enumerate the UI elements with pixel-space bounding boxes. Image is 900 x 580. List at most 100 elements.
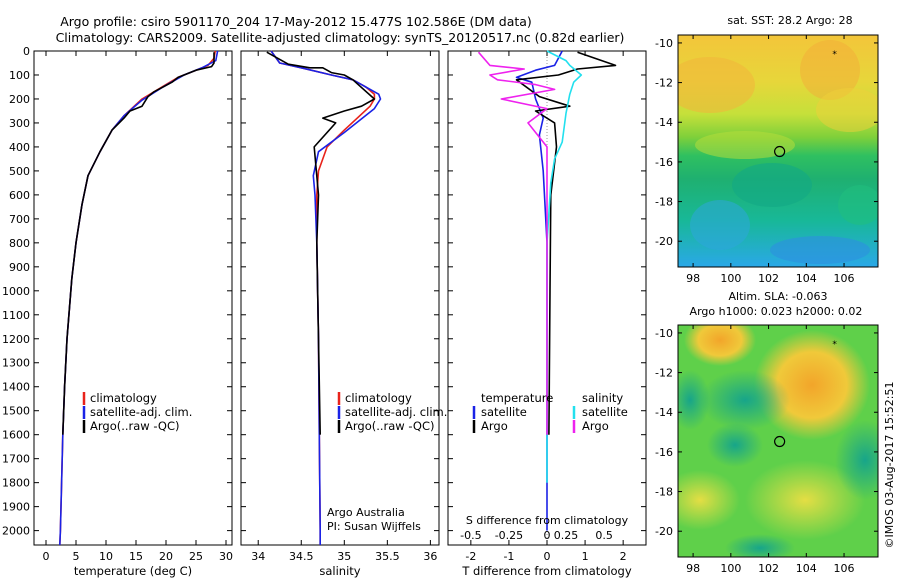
legend-title-temperature: temperature: [481, 391, 553, 405]
legend-label-temp-argo: Argo: [481, 419, 508, 433]
sla-map-title: Altim. SLA: -0.063: [728, 290, 827, 303]
sla-low-patch: [700, 370, 790, 430]
salinity-xlabel: salinity: [319, 564, 360, 578]
x-tick-label: 10: [99, 550, 113, 563]
sla-low-patch: [707, 423, 763, 467]
y-tick-label: 200: [9, 93, 30, 106]
sst-mid-patch: [732, 163, 812, 207]
temperature-xlabel: temperature (deg C): [74, 564, 192, 578]
x-tick-label: 35: [337, 550, 351, 563]
x-tick-label: -1: [503, 550, 514, 563]
y-tick-label: 0: [23, 45, 30, 58]
legend-label-argo: Argo(..raw -QC): [345, 419, 435, 433]
y-tick-label: 400: [9, 141, 30, 154]
y-tick-label: -18: [655, 486, 673, 499]
y-tick-label: 1400: [2, 381, 30, 394]
sst-map-axis: 98 100 102 104 106 -10 -12 -14 -16 -18 -20: [655, 35, 878, 285]
legend-label-satellite: satellite-adj. clim.: [90, 405, 192, 419]
argo-position-marker: [774, 145, 786, 158]
y-tick-label: 1900: [2, 501, 30, 514]
x-tick-label: 15: [129, 550, 143, 563]
legend-label-argo: Argo(..raw -QC): [90, 419, 180, 433]
difference-panel: -2 -1 0 1 2 -0.5 -0.25 0 0.25 0.5 temperature sat…: [447, 50, 647, 578]
salinity-panel: 34 34.5 35 35.5 36 climatology satellite-adj…: [240, 50, 447, 578]
s-tick-label: -0.5: [460, 529, 481, 542]
y-tick-label: 2000: [2, 525, 30, 538]
legend-label-sal-argo: Argo: [582, 419, 609, 433]
argo-position-marker: [774, 435, 786, 448]
y-tick-label: -20: [655, 525, 673, 538]
s-tick-label: -0.25: [495, 529, 523, 542]
salinity-plot-frame: [240, 50, 440, 546]
x-tick-label: 98: [686, 562, 700, 575]
s-tick-label: 0.25: [554, 529, 579, 542]
y-tick-label: 1300: [2, 357, 30, 370]
sla-map-panel: Altim. SLA: -0.063 Argo h1000: 0.023 h20…: [655, 290, 879, 575]
star-marker: *: [832, 50, 837, 60]
x-tick-label: 102: [758, 272, 779, 285]
x-tick-label: 36: [423, 550, 437, 563]
x-tick-label: 98: [686, 272, 700, 285]
y-tick-label: 100: [9, 69, 30, 82]
x-tick-label: 100: [720, 272, 741, 285]
y-tick-label: 1700: [2, 453, 30, 466]
legend-label-climatology: climatology: [90, 391, 157, 405]
sst-warm-patch: [800, 40, 860, 100]
salinity-axis: 34 34.5 35 35.5 36: [241, 50, 439, 563]
y-tick-label: -14: [655, 116, 673, 129]
legend-title-salinity: salinity: [582, 391, 623, 405]
sst-heatmap: [678, 35, 878, 267]
sla-low-patch: [835, 420, 878, 500]
y-tick-label: -18: [655, 196, 673, 209]
temperature-axis: 0 5 10 15 20 25 300100200300400500600700800900…: [2, 45, 233, 563]
sst-cool-patch: [690, 200, 750, 250]
s-tick-label: 0.5: [595, 529, 613, 542]
x-tick-label: 106: [834, 272, 855, 285]
pi-label: PI: Susan Wijffels: [327, 520, 421, 533]
x-tick-label: 100: [720, 562, 741, 575]
sst-cool-patch: [770, 236, 870, 264]
sla-low-patch: [725, 534, 795, 557]
s-difference-xlabel: S difference from climatology: [466, 514, 629, 527]
temperature-panel: 0 5 10 15 20 25 300100200300400500600700800900…: [2, 45, 233, 578]
t-difference-xlabel: T difference from climatology: [461, 564, 632, 578]
y-tick-label: 300: [9, 117, 30, 130]
difference-axis: -2 -1 0 1 2 -0.5 -0.25 0 0.25 0.5: [448, 50, 646, 563]
x-tick-label: 34: [251, 550, 265, 563]
sst-map-title: sat. SST: 28.2 Argo: 28: [727, 14, 852, 27]
legend-label-satellite: satellite-adj. clim.: [345, 405, 447, 419]
y-tick-label: 700: [9, 213, 30, 226]
figure-title-line-2: Climatology: CARS2009. Satellite-adjuste…: [56, 30, 625, 45]
temperature-legend: climatology satellite-adj. clim. Argo(..…: [82, 391, 192, 433]
argo-australia-label: Argo Australia: [327, 506, 405, 519]
sst-map-frame: [677, 34, 879, 268]
y-tick-label: -20: [655, 235, 673, 248]
x-tick-label: 25: [189, 550, 203, 563]
y-tick-label: -10: [655, 327, 673, 340]
temperature-plot-frame: [33, 50, 233, 546]
temperature-series: [59, 50, 219, 546]
x-tick-label: 0: [43, 550, 50, 563]
sla-heatmap: [678, 325, 878, 557]
x-tick-label: -2: [465, 550, 476, 563]
y-tick-label: -14: [655, 406, 673, 419]
x-tick-label: 2: [620, 550, 627, 563]
x-tick-label: 1: [582, 550, 589, 563]
y-tick-label: 500: [9, 165, 30, 178]
sst-warm-patch: [678, 57, 755, 113]
sla-map-axis: 98 100 102 104 106 -10 -12 -14 -16 -18 -20: [655, 325, 878, 575]
x-tick-label: 20: [159, 550, 173, 563]
imos-timestamp: ©IMOS 03-Aug-2017 15:52:51: [883, 382, 896, 549]
sst-mid-patch: [695, 131, 795, 159]
x-tick-label: 0: [544, 550, 551, 563]
sst-map-panel: sat. SST: 28.2 Argo: 28 98 100 102 104 106 -1…: [655, 14, 879, 285]
x-tick-label: 5: [73, 550, 80, 563]
star-marker: *: [832, 340, 837, 350]
salinity-series: [266, 50, 382, 545]
legend-label-climatology: climatology: [345, 391, 412, 405]
sla-low-patch: [678, 370, 710, 430]
salinity-legend: climatology satellite-adj. clim. Argo(..…: [337, 391, 447, 433]
y-tick-label: 600: [9, 189, 30, 202]
y-tick-label: 1000: [2, 285, 30, 298]
